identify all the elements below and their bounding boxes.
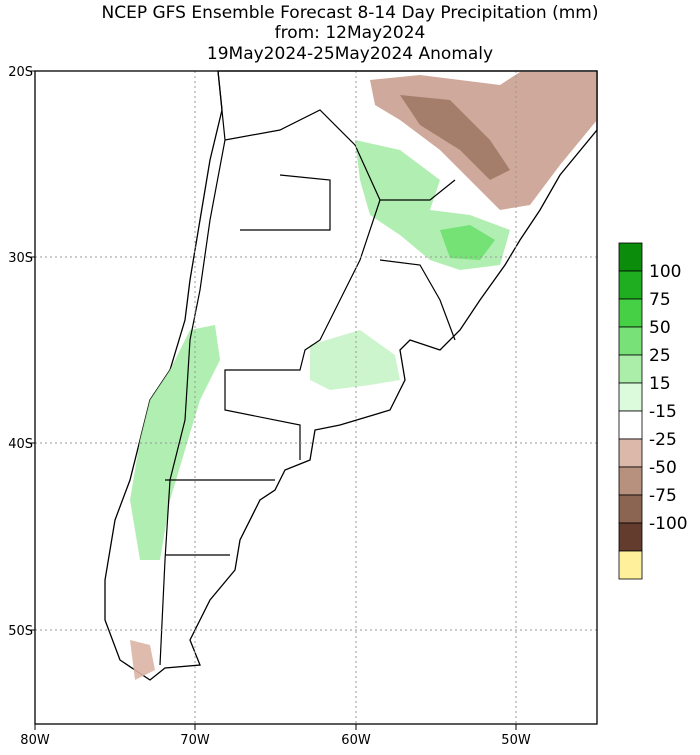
legend: 100 75 50 25 15 -15 -25 -50 -75 -100	[618, 242, 688, 580]
legend-label: 25	[649, 346, 671, 366]
precip-wet-core	[440, 225, 495, 260]
legend-label: 100	[649, 262, 681, 282]
precip-dry-south	[130, 640, 155, 680]
legend-swatch	[618, 466, 643, 496]
lon-label: 80W	[20, 733, 50, 748]
legend-swatch	[618, 522, 643, 552]
legend-label: 15	[649, 374, 671, 394]
legend-label: -15	[649, 402, 677, 422]
border	[165, 174, 331, 556]
legend-swatch	[618, 382, 643, 412]
border	[159, 70, 226, 666]
legend-label: -75	[649, 486, 677, 506]
border	[379, 259, 456, 341]
lat-label: 30S	[8, 251, 33, 266]
legend-swatch	[618, 438, 643, 468]
legend-label: 50	[649, 318, 671, 338]
legend-swatch	[618, 298, 643, 328]
period: 19May2024-25May2024 Anomaly	[207, 44, 493, 64]
legend-label: 75	[649, 290, 671, 310]
legend-swatch	[618, 494, 643, 524]
lon-label: 50W	[501, 733, 531, 748]
border	[224, 109, 456, 201]
legend-swatch	[618, 242, 643, 272]
precip-wet-pampas	[310, 330, 400, 390]
legend-label: -100	[649, 514, 688, 534]
lat-label: 20S	[8, 65, 33, 80]
title: NCEP GFS Ensemble Forecast 8-14 Day Prec…	[102, 3, 599, 23]
lat-label: 40S	[8, 437, 33, 452]
lat-label: 50S	[8, 624, 33, 639]
legend-swatch	[618, 326, 643, 356]
subtitle: from: 12May2024	[275, 23, 426, 43]
axes: 20S 30S 40S 50S 80W 70W 60W 50W	[8, 65, 531, 748]
precip-dry-core	[400, 95, 510, 180]
legend-label: -25	[649, 430, 677, 450]
legend-label: -50	[649, 458, 677, 478]
legend-swatch	[618, 410, 643, 440]
legend-swatch	[618, 270, 643, 300]
borders	[159, 70, 456, 666]
grid	[35, 71, 597, 724]
map	[34, 70, 598, 725]
border	[224, 199, 381, 460]
map-frame	[34, 70, 598, 725]
lon-label: 70W	[180, 733, 210, 748]
lon-label: 60W	[341, 733, 371, 748]
legend-swatch	[618, 354, 643, 384]
legend-swatch	[618, 550, 643, 580]
